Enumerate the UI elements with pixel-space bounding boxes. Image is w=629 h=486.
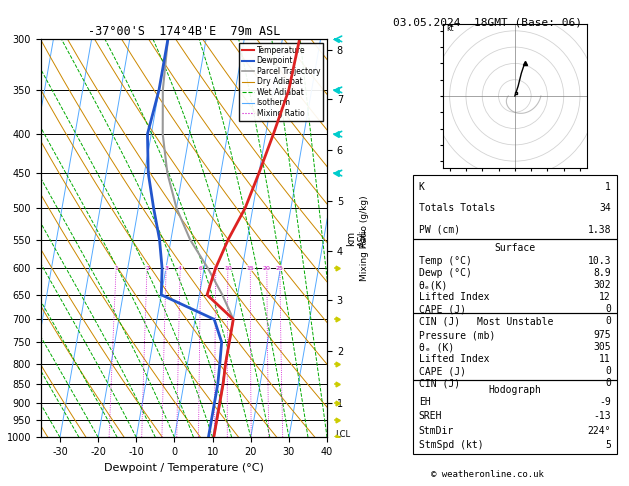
Text: 975: 975	[593, 330, 611, 340]
Text: K: K	[419, 182, 425, 192]
Legend: Temperature, Dewpoint, Parcel Trajectory, Dry Adiabat, Wet Adiabat, Isotherm, Mi: Temperature, Dewpoint, Parcel Trajectory…	[239, 43, 323, 121]
Text: EH: EH	[419, 397, 430, 407]
Text: 15: 15	[247, 266, 254, 271]
Bar	[413, 313, 617, 381]
Text: Lifted Index: Lifted Index	[419, 354, 489, 364]
Text: 3: 3	[164, 266, 168, 271]
Text: Mixing Ratio (g/kg): Mixing Ratio (g/kg)	[360, 195, 369, 281]
Text: Dewp (°C): Dewp (°C)	[419, 268, 472, 278]
Text: LCL: LCL	[335, 430, 350, 438]
Text: 34: 34	[599, 204, 611, 213]
Bar	[413, 239, 617, 313]
Text: Temp (°C): Temp (°C)	[419, 256, 472, 266]
Text: 302: 302	[593, 280, 611, 290]
Text: 1.38: 1.38	[587, 225, 611, 235]
Text: StmSpd (kt): StmSpd (kt)	[419, 440, 483, 450]
X-axis label: Dewpoint / Temperature (°C): Dewpoint / Temperature (°C)	[104, 463, 264, 473]
Text: 20: 20	[263, 266, 270, 271]
Text: θₑ (K): θₑ (K)	[419, 342, 454, 352]
Text: Most Unstable: Most Unstable	[477, 317, 553, 328]
Text: kt: kt	[447, 24, 454, 33]
Text: PW (cm): PW (cm)	[419, 225, 460, 235]
Text: 1: 1	[114, 266, 118, 271]
Text: CAPE (J): CAPE (J)	[419, 366, 465, 376]
Y-axis label: km
ASL: km ASL	[346, 229, 367, 247]
Text: Surface: Surface	[494, 243, 535, 253]
Text: 25: 25	[276, 266, 284, 271]
Bar	[413, 381, 617, 454]
Text: 6: 6	[199, 266, 203, 271]
Text: © weatheronline.co.uk: © weatheronline.co.uk	[431, 470, 544, 479]
Text: 0: 0	[605, 316, 611, 326]
Text: 224°: 224°	[587, 426, 611, 435]
Text: 305: 305	[593, 342, 611, 352]
Text: Pressure (mb): Pressure (mb)	[419, 330, 495, 340]
Text: 4: 4	[178, 266, 182, 271]
Text: 2: 2	[145, 266, 149, 271]
Text: -13: -13	[593, 411, 611, 421]
Text: 12: 12	[599, 292, 611, 302]
Text: 0: 0	[605, 378, 611, 388]
Text: CIN (J): CIN (J)	[419, 316, 460, 326]
Text: Totals Totals: Totals Totals	[419, 204, 495, 213]
Text: 0: 0	[605, 304, 611, 314]
Y-axis label: hPa: hPa	[0, 228, 1, 248]
Text: 11: 11	[599, 354, 611, 364]
Text: 10.3: 10.3	[587, 256, 611, 266]
Text: 5: 5	[605, 440, 611, 450]
Text: 8: 8	[214, 266, 218, 271]
Text: SREH: SREH	[419, 411, 442, 421]
Text: 10: 10	[224, 266, 231, 271]
Text: 8.9: 8.9	[593, 268, 611, 278]
Text: -9: -9	[599, 397, 611, 407]
Text: CAPE (J): CAPE (J)	[419, 304, 465, 314]
Title: -37°00'S  174°4B'E  79m ASL: -37°00'S 174°4B'E 79m ASL	[88, 25, 280, 38]
Text: Lifted Index: Lifted Index	[419, 292, 489, 302]
Text: Hodograph: Hodograph	[488, 384, 542, 395]
Text: 1: 1	[605, 182, 611, 192]
Text: 03.05.2024  18GMT (Base: 06): 03.05.2024 18GMT (Base: 06)	[393, 17, 582, 27]
Bar	[413, 175, 617, 239]
Text: θₑ(K): θₑ(K)	[419, 280, 448, 290]
Text: CIN (J): CIN (J)	[419, 378, 460, 388]
Text: 0: 0	[605, 366, 611, 376]
Text: StmDir: StmDir	[419, 426, 454, 435]
